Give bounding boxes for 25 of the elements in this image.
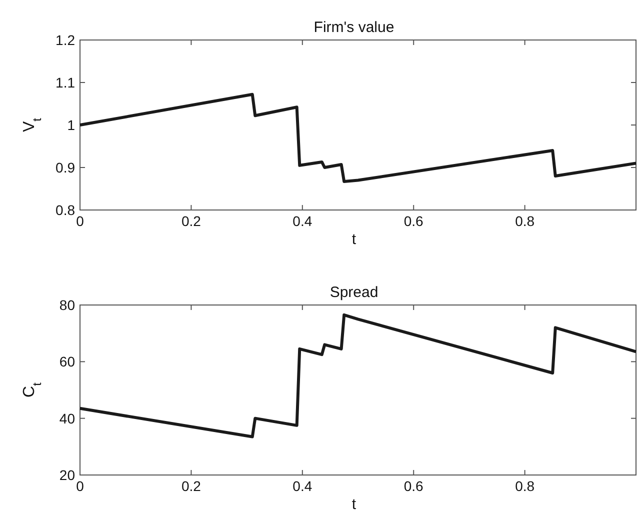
x-tick-label: 0 [76, 478, 84, 494]
y-tick-label: 0.8 [56, 202, 76, 218]
y-tick-label: 1 [67, 117, 76, 133]
y-tick-label: 1.2 [56, 32, 76, 48]
x-tick-label: 0.6 [404, 478, 424, 494]
chart-title: Spread [330, 284, 378, 301]
x-axis-title: t [352, 231, 357, 248]
line-series [78, 92, 638, 184]
chart-title: Firm's value [314, 19, 394, 36]
x-tick-label: 0.8 [515, 478, 535, 494]
x-tick-label: 0.4 [292, 478, 312, 494]
y-tick-label: 40 [59, 410, 76, 426]
x-tick-label: 0.6 [404, 213, 424, 229]
x-tick-label: 0.2 [181, 478, 202, 494]
x-tick-label: 0 [76, 213, 84, 229]
x-tick-label: 0.4 [292, 213, 312, 229]
y-tick-label: 20 [59, 467, 76, 483]
x-axis-title: t [352, 496, 357, 513]
y-tick-label: 60 [59, 354, 76, 370]
x-tick-label: 0.8 [515, 213, 535, 229]
y-tick-label: 1.1 [56, 74, 76, 90]
x-tick-label: 0.2 [181, 213, 202, 229]
line-series [78, 313, 638, 438]
y-tick-label: 80 [59, 297, 76, 313]
y-tick-label: 0.9 [56, 160, 76, 176]
